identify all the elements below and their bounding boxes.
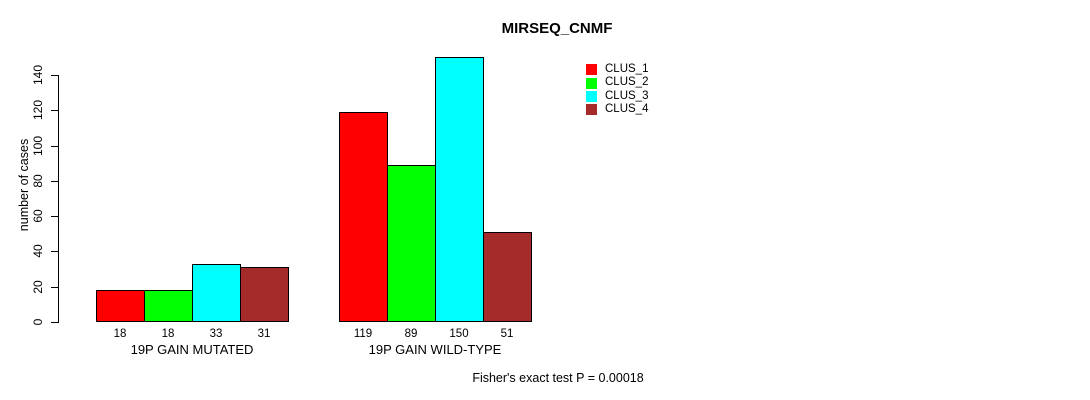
legend-label: CLUS_4 <box>605 103 649 116</box>
legend-color-swatch <box>586 64 597 76</box>
legend-label: CLUS_2 <box>605 76 649 89</box>
legend-item: CLUS_4 <box>586 103 648 116</box>
bar-clus_1-2 <box>339 112 388 322</box>
legend-color-swatch <box>586 104 597 116</box>
y-axis-tick <box>51 216 58 217</box>
chart-title: MIRSEQ_CNMF <box>501 20 613 37</box>
legend-item: CLUS_2 <box>586 76 648 89</box>
legend-label: CLUS_1 <box>605 62 649 75</box>
y-axis-tick <box>51 110 58 111</box>
y-tick-label: 120 <box>31 99 45 121</box>
y-axis-tick <box>51 322 58 323</box>
category-label: 19P GAIN WILD-TYPE <box>368 342 502 357</box>
legend-color-swatch <box>586 77 597 89</box>
y-axis-tick <box>51 251 58 252</box>
bar-value-label: 150 <box>449 328 469 340</box>
bar-clus_4-2 <box>483 232 532 322</box>
bar-value-label: 33 <box>209 328 223 340</box>
y-axis-tick <box>51 75 58 76</box>
y-tick-label: 40 <box>31 244 45 258</box>
y-axis-tick <box>51 146 58 147</box>
bar-value-label: 119 <box>353 328 373 340</box>
bar-clus_3-2 <box>435 57 484 322</box>
legend-color-swatch <box>586 90 597 102</box>
bar-value-label: 89 <box>404 328 418 340</box>
bar-clus_2-2 <box>387 165 436 322</box>
bar-value-label: 18 <box>161 328 175 340</box>
y-tick-label: 60 <box>31 209 45 223</box>
bar-clus_1-1 <box>96 290 145 322</box>
bar-value-label: 31 <box>257 328 271 340</box>
y-tick-label: 20 <box>31 280 45 294</box>
legend-item: CLUS_3 <box>586 90 648 103</box>
y-tick-label: 80 <box>31 174 45 188</box>
bar-clus_3-1 <box>192 264 241 322</box>
legend-item: CLUS_1 <box>586 63 648 76</box>
bar-value-label: 18 <box>113 328 127 340</box>
y-tick-label: 140 <box>31 64 45 86</box>
footnote: Fisher's exact test P = 0.00018 <box>472 371 644 385</box>
legend: CLUS_1 CLUS_2 CLUS_3 CLUS_4 <box>586 63 648 117</box>
y-tick-label: 100 <box>31 135 45 157</box>
bar-value-label: 51 <box>500 328 514 340</box>
y-tick-label: 0 <box>31 318 45 326</box>
bar-clus_4-1 <box>240 267 289 322</box>
category-label: 19P GAIN MUTATED <box>130 342 254 357</box>
legend-label: CLUS_3 <box>605 89 649 102</box>
y-axis-tick <box>51 287 58 288</box>
bar-clus_2-1 <box>144 290 193 322</box>
y-axis-line <box>58 75 59 323</box>
y-axis-tick <box>51 181 58 182</box>
